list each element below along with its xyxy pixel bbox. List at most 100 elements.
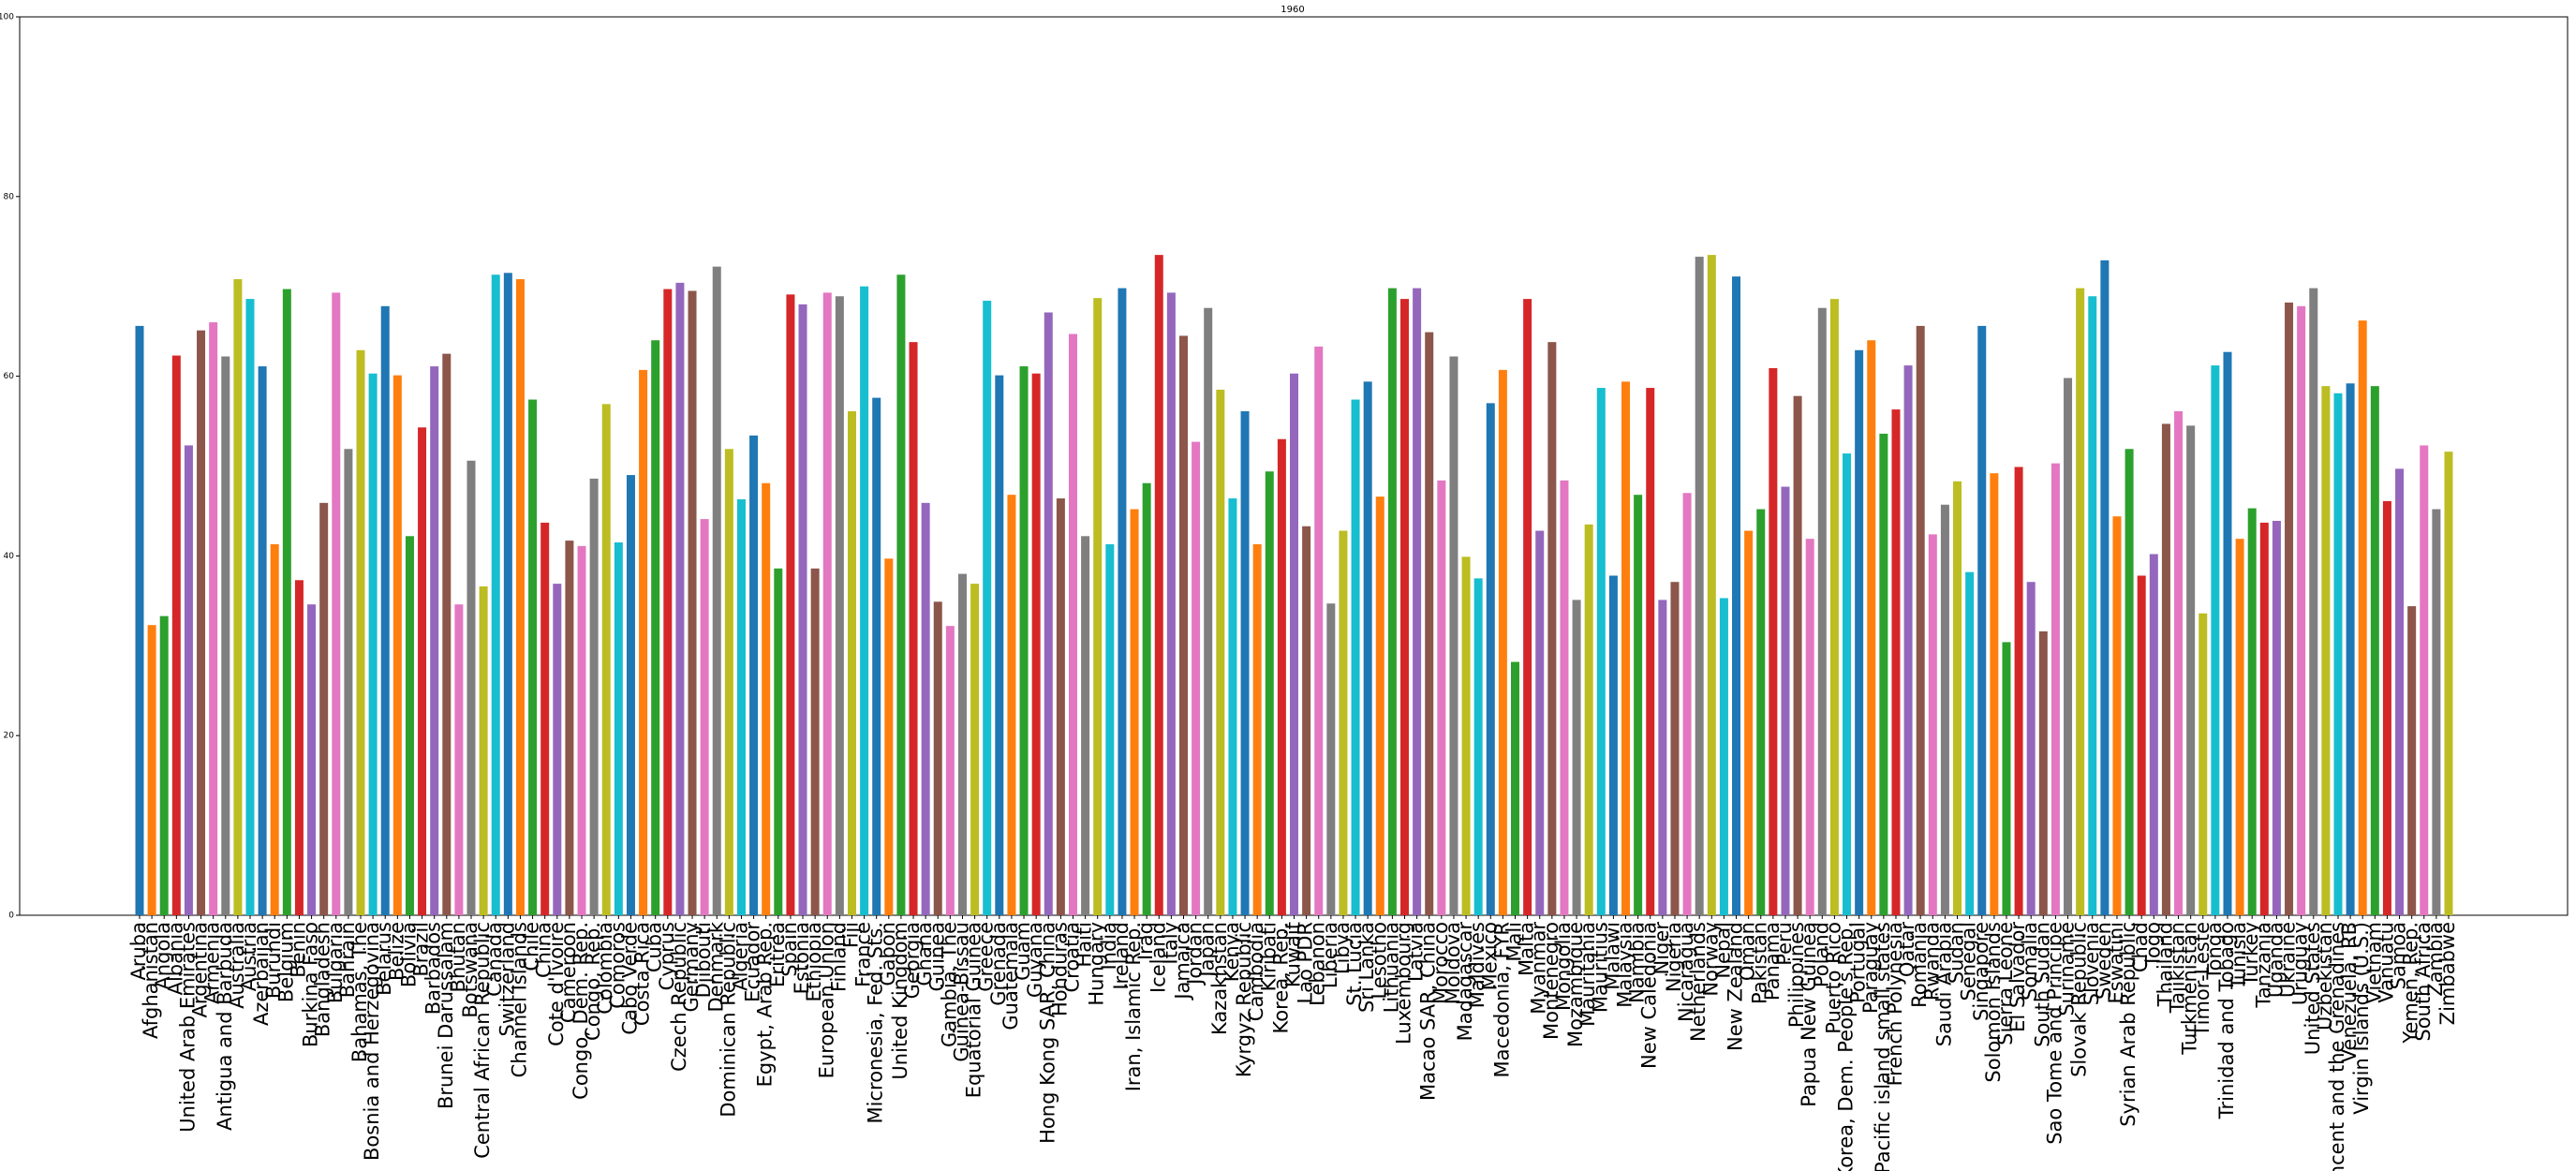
bar [2198, 613, 2208, 915]
bar [1486, 403, 1495, 915]
x-tick-label: Slovak Republic [2068, 922, 2091, 1077]
bar [2259, 522, 2269, 915]
bar [2161, 423, 2170, 915]
bar [663, 289, 673, 915]
x-tick-label: Djibouti [692, 922, 715, 998]
bar [479, 586, 488, 915]
bar [1596, 388, 1606, 915]
bar [1732, 276, 1741, 915]
x-tick-label: Costa Rica [631, 922, 654, 1026]
bar [1572, 600, 1581, 915]
x-tick-label: Haiti [1073, 922, 1096, 968]
bar [957, 573, 967, 915]
x-tick-label: Germany [680, 922, 703, 1013]
bar [197, 330, 206, 915]
bar [1387, 288, 1397, 915]
x-tick-label: Lithuania [1380, 922, 1402, 1013]
bar [515, 279, 525, 915]
x-tick-label: Luxembourg [1393, 922, 1415, 1045]
x-tick-label: Yemen, Rep. [2400, 922, 2422, 1045]
x-tick-label: Kiribati [1257, 922, 1280, 991]
x-tick-label: Sweden [2093, 922, 2115, 1000]
x-tick-label: European Union [815, 922, 837, 1078]
x-tick-label: Slovenia [2080, 922, 2103, 1005]
x-tick-label: Dominican Republic [717, 922, 739, 1118]
x-tick-label: Guatemala [999, 922, 1022, 1030]
x-tick-label: Somalia [2019, 922, 2041, 1001]
y-tick-label: 100 [0, 13, 14, 22]
bar [2076, 288, 2085, 915]
bar [430, 366, 439, 915]
bar [614, 542, 623, 915]
x-tick-label: Switzerland [496, 922, 518, 1037]
x-tick-label: Panama [1761, 922, 1784, 1001]
bar [1781, 486, 1790, 915]
bar [589, 478, 599, 915]
x-tick-label: Tajikistan [2167, 922, 2189, 1014]
x-tick-label: Sri Lanka [1355, 922, 1378, 1013]
bar [2297, 305, 2306, 916]
bar [2026, 582, 2036, 915]
x-tick-label: French Polynesia [1884, 922, 1906, 1086]
x-tick-label: Korea, Rep. [1269, 922, 1292, 1033]
x-tick-label: Vanuatu [2375, 922, 2397, 1003]
bar [700, 519, 709, 915]
x-tick-label: Congo, Rep. [582, 922, 604, 1041]
x-tick-label: Myanmar [1528, 922, 1550, 1015]
x-tick-label: Cabo Verde [618, 922, 641, 1035]
bar [1019, 366, 1029, 915]
x-tick-label: Congo, Dem. Rep. [570, 922, 592, 1100]
x-tick-label: Malawi [1601, 922, 1623, 990]
x-tick-label: Ukraine [2277, 922, 2300, 998]
bar [1314, 346, 1324, 915]
x-tick-label: Venezuela, RB [2338, 922, 2361, 1062]
x-tick-label: Solomon Islands [1982, 922, 2005, 1083]
x-tick-label: Poland [1810, 922, 1832, 987]
bar [2050, 463, 2060, 915]
bar [2112, 516, 2122, 915]
bar [2272, 520, 2281, 915]
bar [503, 273, 512, 915]
bar [1990, 473, 1999, 915]
x-tick-label: Hungary [1086, 922, 1108, 1006]
bar [1793, 395, 1802, 915]
x-tick-label: Afghanistan [140, 922, 162, 1039]
bar [1351, 399, 1360, 915]
bar [736, 498, 746, 915]
x-tick-label: Netherlands [1687, 922, 1710, 1042]
x-tick-label: Mexico [1478, 922, 1501, 990]
x-tick-label: Gabon [877, 922, 899, 986]
bar [1142, 482, 1151, 915]
x-tick-label: Maldives [1466, 922, 1488, 1008]
bar [909, 342, 918, 916]
bar [1855, 349, 1864, 915]
x-tick-label: United Kingdom [889, 922, 911, 1080]
bar [1817, 307, 1827, 915]
x-tick-label: Hong Kong SAR, China [1036, 922, 1059, 1144]
x-tick-label: Burkina Faso [300, 922, 322, 1047]
x-tick-label: Chad [2129, 922, 2152, 972]
x-tick-label: Ghana [913, 922, 936, 986]
x-tick-label: Finland [827, 922, 850, 992]
bar [1744, 530, 1754, 915]
bar [2321, 386, 2331, 915]
x-tick-label: Guyana [1024, 922, 1046, 998]
x-tick-label: Japan [1196, 922, 1219, 979]
bar [171, 355, 181, 916]
bar [847, 411, 856, 916]
bar [2002, 642, 2011, 915]
bar [332, 292, 341, 916]
bar [1805, 539, 1814, 915]
bar [1682, 493, 1692, 915]
bar [184, 445, 193, 915]
bar [1953, 481, 1962, 915]
x-tick-label: Bhutan [447, 922, 469, 992]
bar [1068, 334, 1077, 916]
bar [1118, 288, 1127, 915]
bar [1056, 498, 1065, 915]
x-tick-label: Pacific island small states [1872, 922, 1894, 1171]
x-tick-label: Greece [975, 922, 998, 992]
x-tick-label: Armenia [201, 922, 224, 1004]
x-tick-label: Portugal [1847, 922, 1870, 1003]
x-tick-label: Brazil [410, 922, 433, 977]
